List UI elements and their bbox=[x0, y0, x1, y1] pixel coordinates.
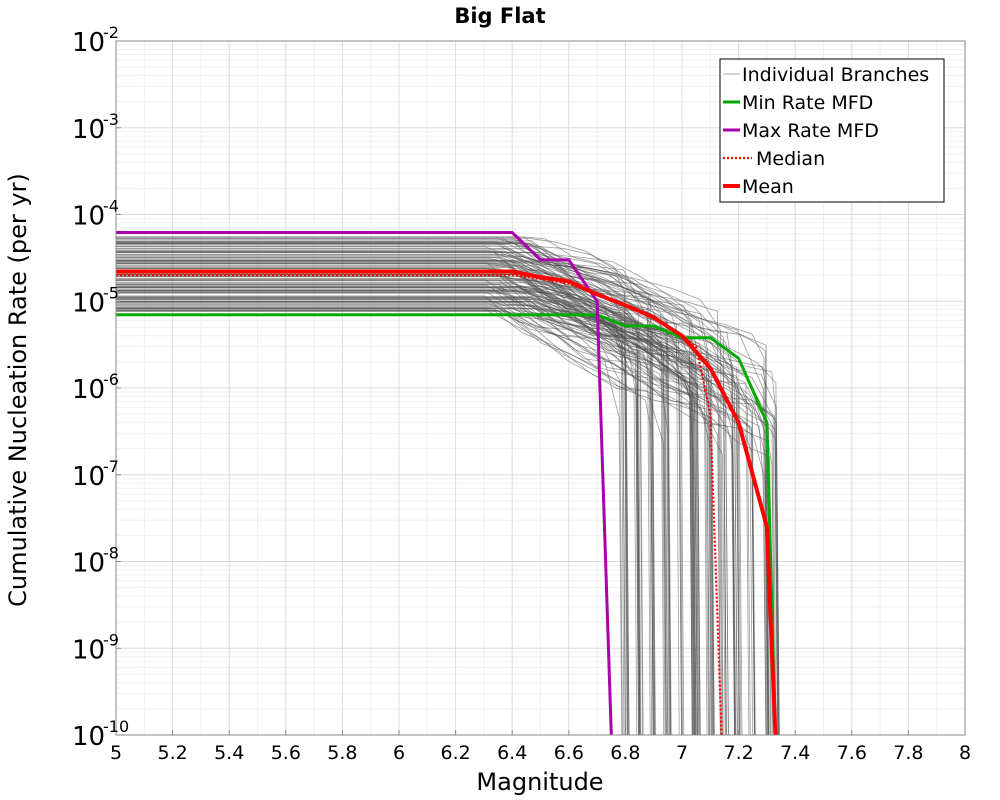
branch-line bbox=[116, 245, 735, 736]
y-tick-exponent: -9 bbox=[103, 630, 119, 649]
branch-line bbox=[116, 240, 628, 736]
x-tick-label: 6.4 bbox=[497, 742, 527, 764]
y-tick-label: 10 bbox=[72, 28, 105, 58]
branch-line bbox=[116, 310, 654, 736]
branch-line bbox=[116, 296, 777, 736]
y-tick-exponent: -4 bbox=[103, 197, 119, 216]
y-tick-label: 10 bbox=[72, 462, 105, 492]
branch-line bbox=[116, 261, 724, 736]
x-tick-label: 6.6 bbox=[554, 742, 584, 764]
branch-line bbox=[116, 307, 709, 736]
y-tick-label: 10 bbox=[72, 549, 105, 579]
branch-line bbox=[116, 282, 772, 736]
legend-label-median: Median bbox=[756, 148, 825, 170]
branch-line bbox=[116, 260, 767, 736]
y-tick-label: 10 bbox=[72, 115, 105, 145]
x-tick-label: 7 bbox=[676, 742, 688, 764]
y-tick-exponent: -5 bbox=[103, 283, 119, 302]
x-tick-label: 7.4 bbox=[780, 742, 810, 764]
y-tick-exponent: -7 bbox=[103, 457, 119, 476]
x-tick-label: 7.6 bbox=[837, 742, 867, 764]
series-lines bbox=[116, 231, 778, 736]
x-axis-ticks: 5 5.2 5.4 5.6 5.8 6 6.2 6.4 6.6 6.8 7 7.2 7.4 7.6 7.8 8 bbox=[110, 730, 971, 764]
x-tick-label: 5.2 bbox=[157, 742, 187, 764]
branch-line bbox=[116, 251, 712, 736]
x-axis-label: Magnitude bbox=[476, 768, 603, 796]
branch-line bbox=[116, 299, 771, 736]
branch-line bbox=[116, 299, 639, 736]
legend: Individual Branches Min Rate MFD Max Rate … bbox=[719, 58, 945, 203]
branch-line bbox=[116, 311, 729, 736]
chart-title: Big Flat bbox=[454, 4, 545, 28]
max-rate-mfd-line bbox=[116, 231, 613, 736]
branch-line bbox=[116, 242, 770, 736]
y-tick-label: 10 bbox=[72, 635, 105, 665]
x-tick-label: 7.2 bbox=[723, 742, 753, 764]
branch-line bbox=[116, 241, 768, 736]
y-tick-label: 10 bbox=[72, 722, 105, 752]
x-tick-label: 6.2 bbox=[440, 742, 470, 764]
y-tick-exponent: -2 bbox=[103, 23, 119, 42]
legend-label-min-rate-mfd: Min Rate MFD bbox=[742, 92, 873, 114]
legend-box bbox=[719, 58, 945, 203]
legend-label-max-rate-mfd: Max Rate MFD bbox=[742, 120, 879, 142]
branch-line bbox=[116, 284, 753, 736]
branch-line bbox=[116, 251, 671, 736]
x-tick-label: 6 bbox=[393, 742, 405, 764]
y-axis-ticks: 10-210-310-410-510-610-710-810-910-10 bbox=[72, 23, 129, 752]
branch-line bbox=[116, 250, 671, 736]
y-tick-exponent: -3 bbox=[103, 110, 119, 129]
x-tick-label: 7.8 bbox=[893, 742, 923, 764]
legend-label-individual-branches: Individual Branches bbox=[742, 64, 929, 86]
branch-line bbox=[116, 306, 737, 736]
legend-label-mean: Mean bbox=[742, 176, 794, 198]
y-axis-label: Cumulative Nucleation Rate (per yr) bbox=[4, 173, 32, 607]
x-tick-label: 6.8 bbox=[610, 742, 640, 764]
branch-line bbox=[116, 237, 710, 736]
branch-line bbox=[116, 237, 642, 736]
branch-line bbox=[116, 303, 630, 736]
y-tick-label: 10 bbox=[72, 288, 105, 318]
x-tick-label: 8 bbox=[959, 742, 971, 764]
x-tick-label: 5.6 bbox=[271, 742, 301, 764]
y-tick-exponent: -10 bbox=[103, 717, 129, 736]
branch-line bbox=[116, 251, 641, 736]
y-tick-exponent: -6 bbox=[103, 370, 119, 389]
y-tick-label: 10 bbox=[72, 375, 105, 405]
branch-line bbox=[116, 263, 643, 736]
branch-line bbox=[116, 242, 756, 736]
branch-line bbox=[116, 274, 654, 736]
x-tick-label: 5.4 bbox=[214, 742, 244, 764]
branch-line bbox=[116, 251, 640, 736]
x-tick-label: 5.8 bbox=[327, 742, 357, 764]
y-tick-exponent: -8 bbox=[103, 544, 119, 563]
branch-line bbox=[116, 237, 651, 736]
x-tick-label: 5 bbox=[110, 742, 122, 764]
y-tick-label: 10 bbox=[72, 202, 105, 232]
